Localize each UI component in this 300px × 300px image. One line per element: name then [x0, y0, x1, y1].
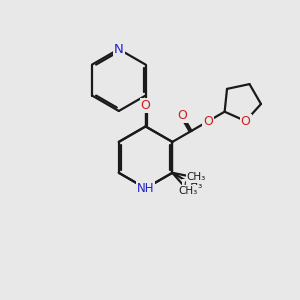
Text: CH₃: CH₃ [178, 186, 198, 196]
Text: NH: NH [137, 182, 154, 195]
Text: O: O [177, 109, 187, 122]
Text: O: O [203, 115, 213, 128]
Text: N: N [114, 43, 124, 56]
Text: O: O [141, 99, 151, 112]
Text: O: O [241, 115, 250, 128]
Text: CH₃: CH₃ [183, 180, 203, 190]
Text: CH₃: CH₃ [186, 172, 206, 182]
